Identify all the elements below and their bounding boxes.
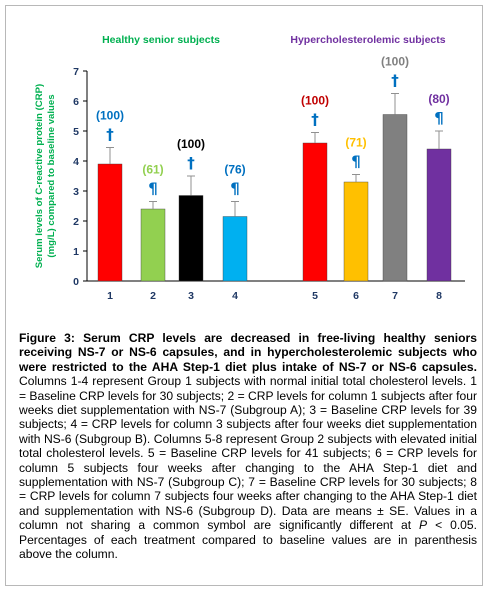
percent-label-5: (100): [301, 94, 329, 108]
y-tick-label-3: 3: [73, 186, 79, 198]
y-tick-label-5: 5: [73, 126, 79, 138]
significance-symbol-6: ¶: [351, 153, 361, 171]
significance-symbol-8: ¶: [434, 109, 444, 127]
x-tick-label-8: 8: [436, 290, 442, 302]
percent-label-8: (80): [428, 92, 449, 106]
percent-label-2: (61): [142, 163, 163, 177]
percent-label-7: (100): [381, 55, 409, 69]
y-tick-label-7: 7: [73, 66, 79, 78]
group-label-2: Hypercholesterolemic subjects: [290, 34, 445, 46]
x-tick-label-7: 7: [392, 290, 398, 302]
x-tick-label-4: 4: [232, 290, 238, 302]
y-tick-label-0: 0: [73, 276, 79, 288]
bar-6: [343, 181, 369, 282]
x-tick-label-2: 2: [150, 290, 156, 302]
caption-lead: Figure 3: Serum CRP levels are decreased…: [19, 331, 477, 374]
group-label-1: Healthy senior subjects: [102, 34, 220, 46]
caption-body-end: < 0.05. Percentages of each treatment co…: [19, 518, 477, 562]
x-tick-label-1: 1: [107, 290, 113, 302]
significance-symbol-7: †: [391, 72, 399, 90]
bar-5: [302, 142, 328, 282]
percent-label-6: (71): [345, 136, 366, 150]
x-tick-label-3: 3: [188, 290, 194, 302]
significance-symbol-3: †: [187, 154, 195, 172]
significance-symbol-4: ¶: [230, 180, 240, 198]
y-tick-label-1: 1: [73, 246, 79, 258]
crp-bar-chart: Healthy senior subjects Hypercholesterole…: [34, 34, 465, 302]
figure-frame: [5, 5, 483, 586]
percent-label-3: (100): [177, 137, 205, 151]
percent-label-1: (100): [96, 109, 124, 123]
bar-8: [426, 148, 452, 282]
bar-3: [178, 195, 204, 282]
y-axis-title-line-1: Serum levels of C-reactive protein (CRP): [34, 84, 45, 268]
caption-p-symbol: P: [419, 518, 428, 533]
significance-symbol-1: †: [106, 126, 114, 144]
y-axis-title-line-2: (mg/L) compared to baseline values: [46, 94, 57, 257]
x-tick-label-6: 6: [353, 290, 359, 302]
bar-2: [140, 208, 166, 282]
y-tick-label-4: 4: [73, 156, 79, 168]
significance-symbol-2: ¶: [148, 180, 158, 198]
bar-1: [97, 163, 123, 282]
bar-7: [382, 114, 408, 282]
caption-body: Columns 1-4 represent Group 1 subjects w…: [19, 374, 477, 533]
y-tick-label-6: 6: [73, 96, 79, 108]
bar-4: [222, 216, 248, 282]
significance-symbol-5: †: [311, 111, 319, 129]
x-tick-label-5: 5: [312, 290, 318, 302]
y-tick-label-2: 2: [73, 216, 79, 228]
figure-caption: Figure 3: Serum CRP levels are decreased…: [19, 331, 477, 562]
percent-label-4: (76): [224, 163, 245, 177]
